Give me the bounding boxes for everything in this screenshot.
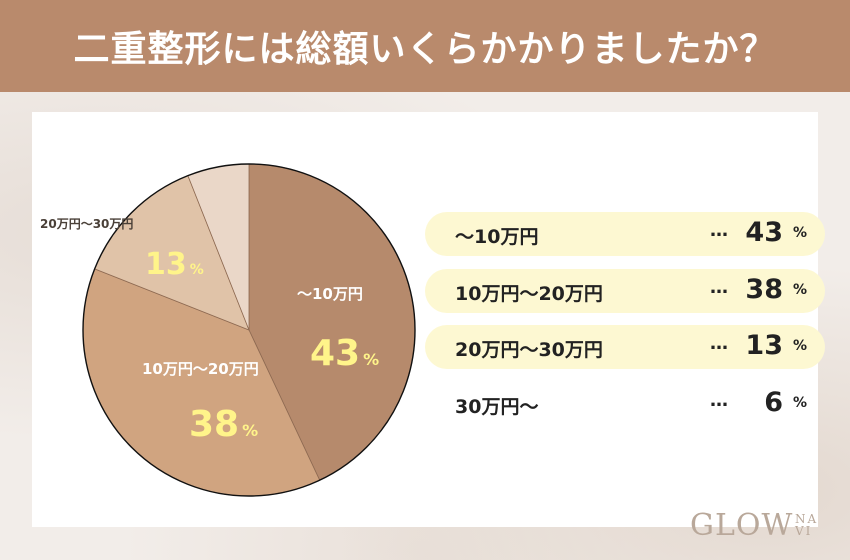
legend-label: 10万円〜20万円 — [455, 283, 603, 305]
legend-value: 6 — [764, 387, 783, 418]
legend-row: 30万円〜 … 6 % — [425, 382, 825, 426]
pie-outline — [82, 163, 416, 497]
header-banner: 二重整形には総額いくらかかりましたか？ — [0, 0, 850, 92]
legend-dots: … — [710, 333, 728, 354]
pie-chart: 〜10万円 43 % 10万円〜20万円 38 % 20万円〜30万円 13% — [40, 163, 416, 497]
legend-unit: % — [792, 395, 807, 411]
page-title: 二重整形には総額いくらかかりましたか？ — [73, 29, 777, 70]
brand-logo-suffix-top: NA — [795, 512, 819, 526]
legend-dots: … — [710, 390, 728, 411]
pie-label-value: 13% — [145, 247, 204, 282]
legend-value: 13 — [745, 330, 783, 361]
legend-value: 38 — [745, 274, 783, 305]
legend-label: 20万円〜30万円 — [455, 339, 603, 361]
legend-dots: … — [710, 220, 728, 241]
legend-row: 10万円〜20万円 … 38 % — [425, 269, 825, 313]
legend-unit: % — [792, 338, 807, 354]
brand-logo-suffix: NA VI — [795, 513, 818, 537]
legend-dots: … — [710, 277, 728, 298]
pie-label-value: 38% — [189, 404, 258, 445]
pie-label-value: 43% — [310, 333, 379, 374]
legend-label: 〜10万円 — [455, 226, 539, 248]
chart-card: 〜10万円 43% 10万円〜20万円 38% 20万円〜30万円 13% 〜10万円 …… — [32, 112, 825, 527]
legend-row: 〜10万円 … 43 % — [425, 212, 825, 256]
brand-logo-suffix-bottom: VI — [795, 524, 813, 538]
legend-unit: % — [792, 282, 807, 298]
legend-row: 20万円〜30万円 … 13 % — [425, 325, 825, 369]
pie-label-name: 〜10万円 — [297, 285, 363, 303]
legend-label: 30万円〜 — [455, 396, 539, 418]
pie-label-name: 20万円〜30万円 — [40, 217, 133, 231]
pie-label-name: 10万円〜20万円 — [142, 360, 259, 378]
legend-value: 43 — [745, 217, 783, 248]
legend-unit: % — [792, 225, 807, 241]
brand-logo: GLOW — [690, 508, 794, 543]
